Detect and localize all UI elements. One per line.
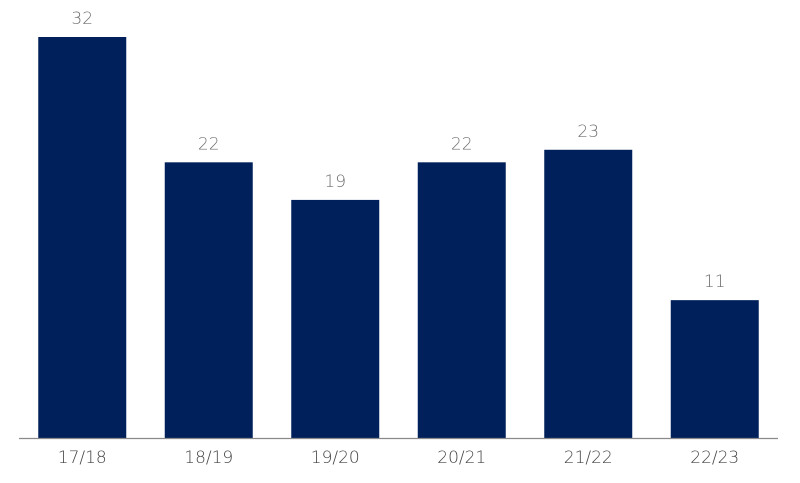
x-tick-label: 22/23: [690, 448, 739, 468]
value-label: 22: [451, 134, 473, 154]
bar: [291, 199, 380, 438]
x-tick-label: 18/19: [184, 448, 233, 468]
bar: [38, 37, 127, 438]
value-label: 23: [577, 122, 599, 142]
x-tick-label: 17/18: [58, 448, 107, 468]
bar: [670, 300, 759, 438]
x-tick-label: 20/21: [437, 448, 486, 468]
x-tick-label: 21/22: [564, 448, 613, 468]
value-label: 32: [71, 9, 93, 29]
value-label: 19: [324, 172, 346, 192]
bar: [417, 162, 506, 438]
bar: [544, 149, 633, 438]
x-tick-label: 19/20: [311, 448, 360, 468]
bar: [164, 162, 253, 438]
value-label: 11: [704, 272, 726, 292]
value-label: 22: [198, 134, 220, 154]
